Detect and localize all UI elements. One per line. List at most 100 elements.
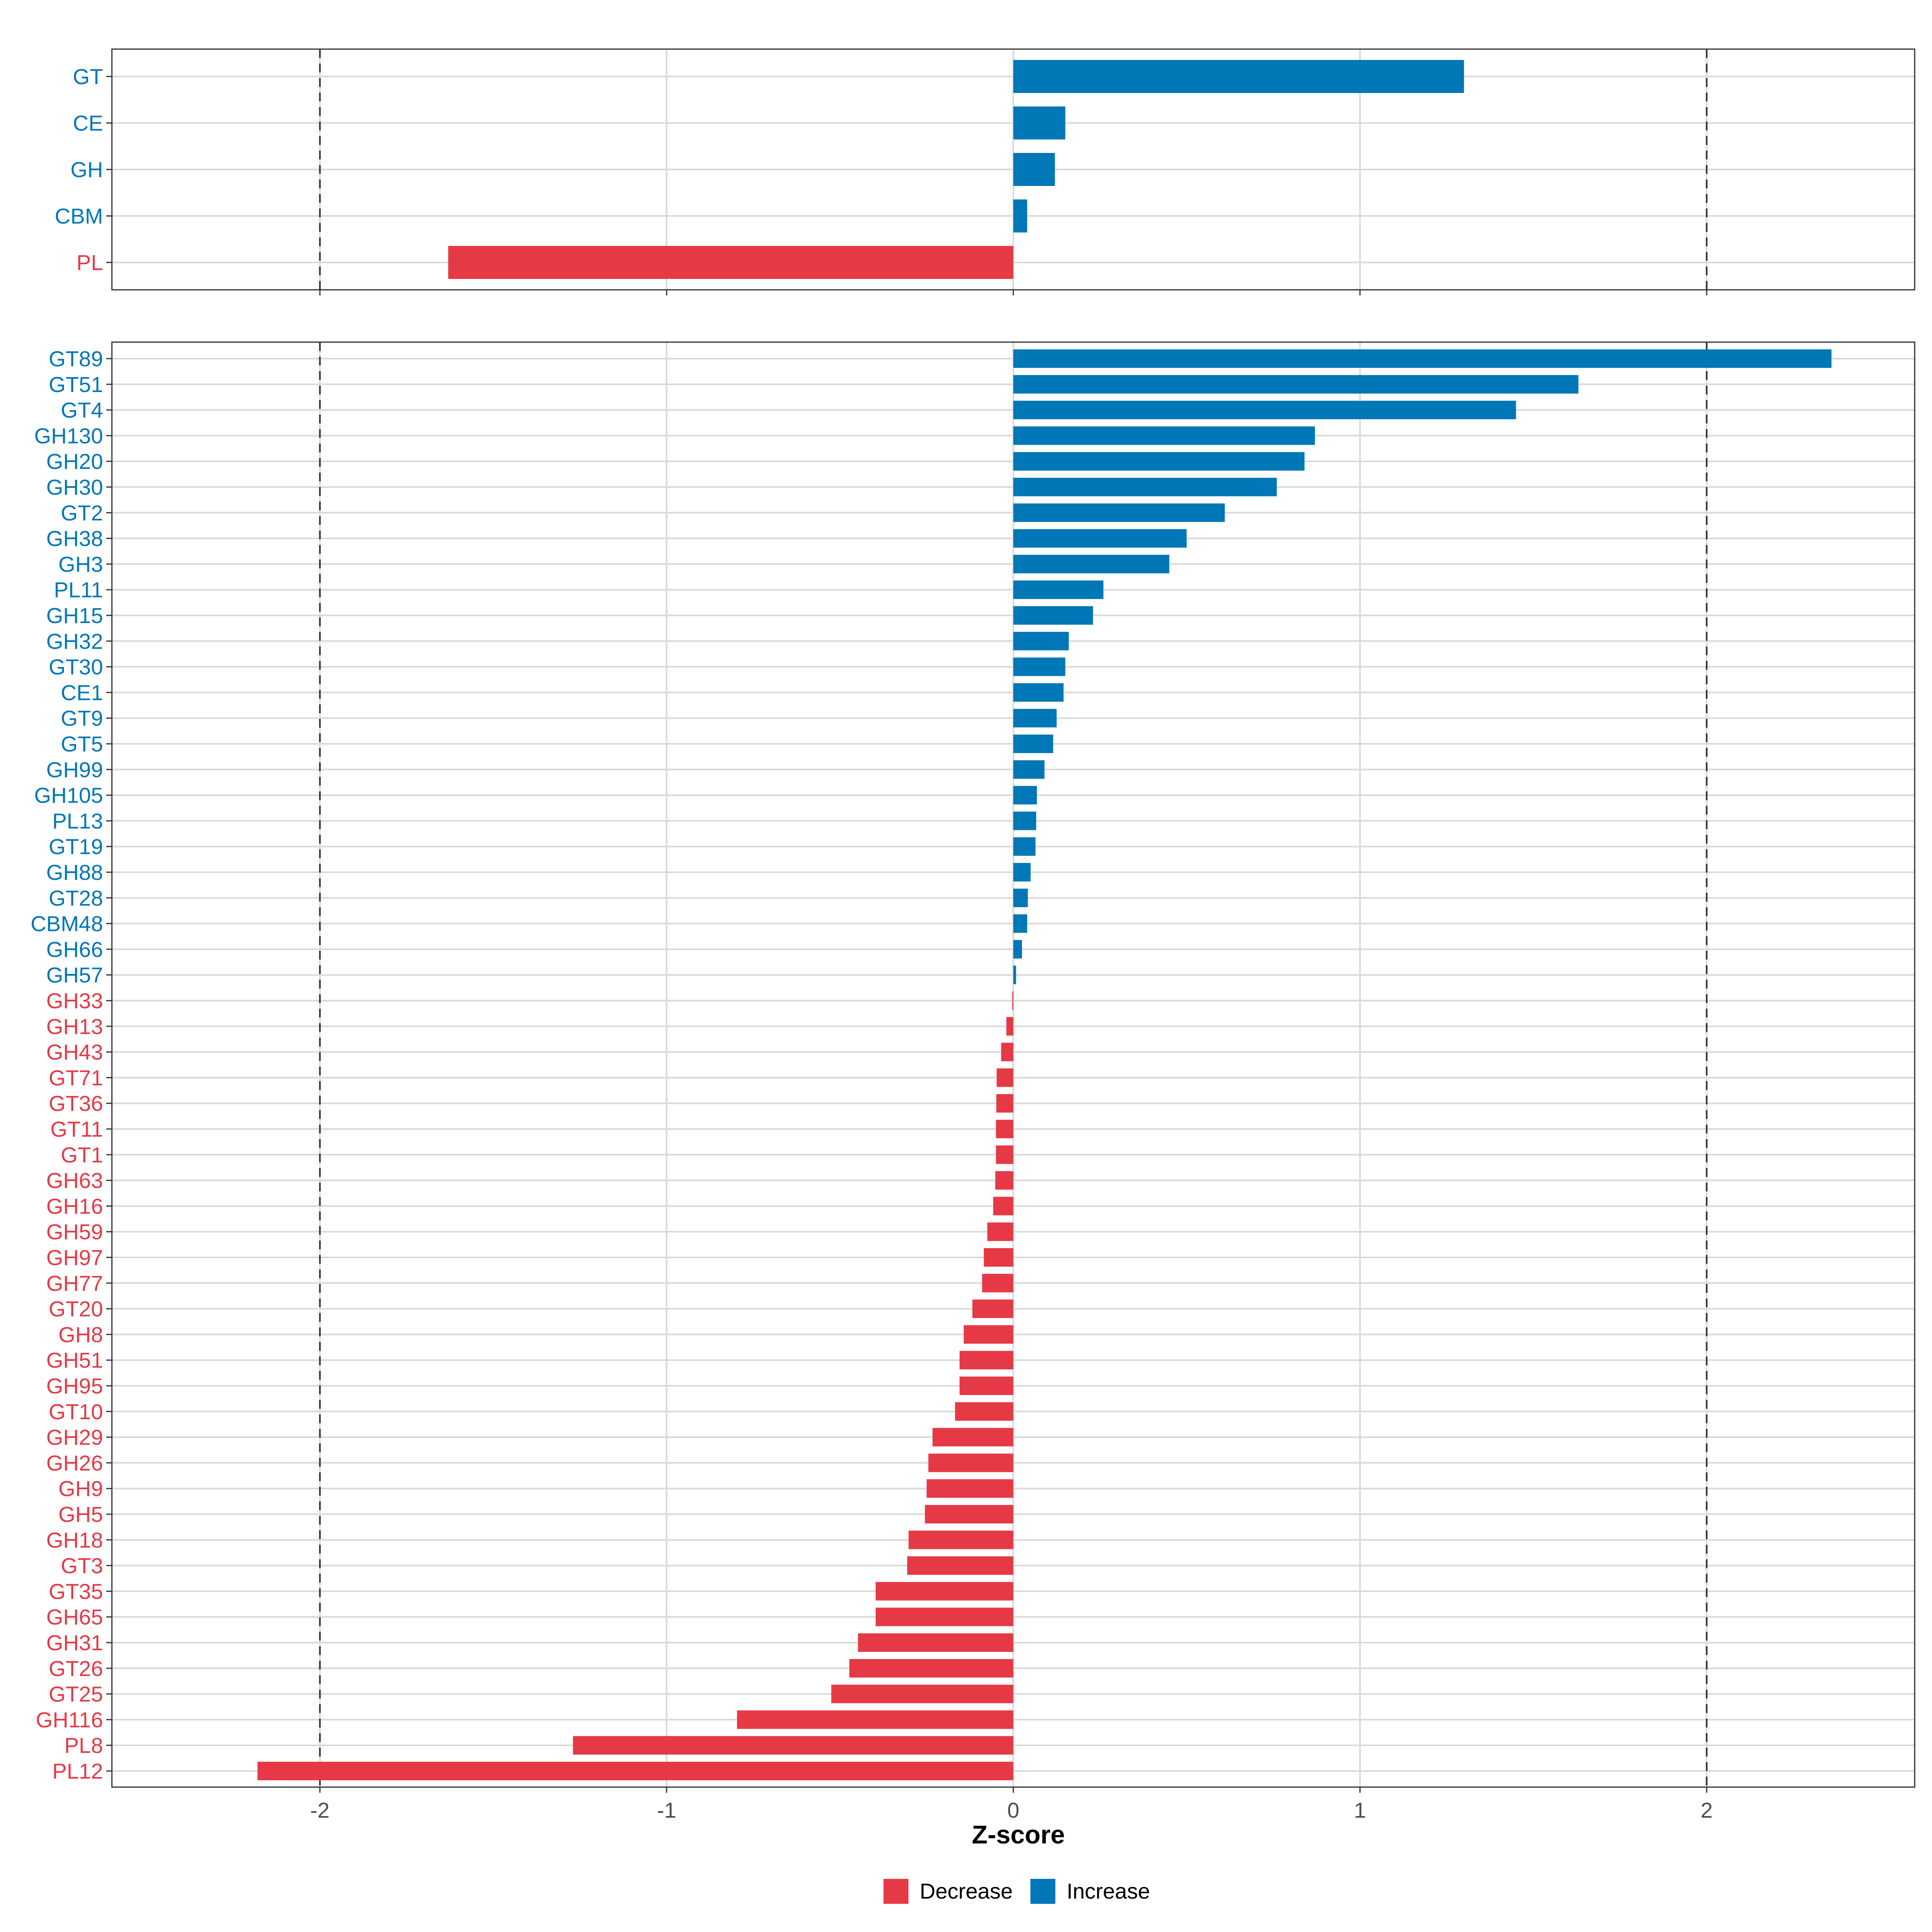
bar-pl: [448, 246, 1013, 279]
legend-label-decrease: Decrease: [920, 1879, 1013, 1903]
category-label-gh33: GH33: [46, 989, 103, 1013]
category-label-gt11: GT11: [50, 1117, 103, 1141]
category-label-gh18: GH18: [46, 1528, 103, 1552]
top-panel-reference-lines: [319, 49, 1708, 290]
category-label-gh105: GH105: [34, 784, 103, 808]
bar-gt36: [996, 1094, 1013, 1113]
bar-ce: [1013, 106, 1065, 140]
bar-gh15: [1013, 606, 1093, 625]
category-label-gt89: GT89: [49, 347, 103, 371]
category-label-gh97: GH97: [46, 1246, 103, 1270]
bar-gt20: [972, 1299, 1013, 1318]
bar-pl11: [1013, 580, 1104, 599]
category-label-gh20: GH20: [46, 450, 103, 474]
x-tick-label: 0: [1007, 1798, 1019, 1823]
bar-gt2: [1013, 503, 1225, 522]
category-label-gh66: GH66: [46, 937, 103, 962]
category-label-pl11: PL11: [54, 578, 103, 602]
category-label-gh51: GH51: [46, 1348, 103, 1373]
x-axis-tick-labels: -2 -1 0 1 2: [310, 1798, 1713, 1823]
bar-gh51: [959, 1351, 1013, 1370]
bar-gt1: [996, 1145, 1013, 1164]
bar-gh63: [995, 1171, 1013, 1190]
bar-gh29: [932, 1428, 1013, 1447]
category-label-gh13: GH13: [46, 1015, 103, 1039]
bottom-panel-x-ticks: [106, 358, 1707, 1793]
category-label-cbm: CBM: [55, 204, 103, 229]
bar-gh77: [982, 1274, 1013, 1292]
bar-gh66: [1013, 940, 1022, 959]
legend: Decrease Increase: [883, 1879, 1150, 1904]
bar-gt5: [1013, 735, 1053, 753]
bar-gh18: [908, 1530, 1013, 1549]
x-tick-label: -2: [310, 1798, 330, 1823]
category-label-gt5: GT5: [61, 732, 103, 756]
top-panel: GT CE GH CBM PL: [55, 48, 1915, 295]
category-label-gt20: GT20: [49, 1297, 103, 1321]
category-label-gh99: GH99: [46, 758, 103, 782]
bar-gh95: [959, 1377, 1013, 1395]
bottom-panel-reference-lines: [319, 342, 1708, 1787]
bar-gh5: [925, 1505, 1013, 1523]
bar-gh16: [993, 1197, 1013, 1216]
bar-gh13: [1006, 1017, 1013, 1036]
category-label-gh30: GH30: [46, 475, 103, 500]
category-label-gh29: GH29: [46, 1426, 103, 1450]
bar-gh30: [1013, 478, 1277, 496]
category-label-gt35: GT35: [49, 1579, 103, 1604]
bottom-panel-category-labels: GT89GT51GT4GH130GH20GH30GT2GH38GH3PL11GH…: [31, 347, 103, 1783]
category-label-gh116: GH116: [36, 1708, 103, 1732]
bar-gh31: [858, 1633, 1013, 1652]
bar-gt28: [1013, 888, 1028, 907]
category-label-gt30: GT30: [49, 655, 103, 679]
bar-gh9: [927, 1479, 1013, 1498]
x-axis-title: Z-score: [972, 1820, 1065, 1849]
category-label-gh43: GH43: [46, 1040, 103, 1065]
category-label-gt10: GT10: [49, 1400, 103, 1424]
bar-pl12: [257, 1762, 1013, 1780]
bar-ce1: [1013, 683, 1064, 702]
bar-gt: [1013, 60, 1464, 93]
category-label-gt71: GT71: [49, 1066, 103, 1090]
category-label-gh26: GH26: [46, 1451, 103, 1475]
category-label-gt25: GT25: [49, 1682, 103, 1707]
category-label-gh63: GH63: [46, 1169, 103, 1193]
category-label-gt26: GT26: [49, 1657, 103, 1681]
category-label-gh31: GH31: [46, 1631, 103, 1655]
bar-gt9: [1013, 709, 1057, 728]
bar-gt51: [1013, 375, 1579, 394]
bar-gt11: [996, 1120, 1013, 1138]
bar-gh43: [1001, 1042, 1013, 1061]
bar-gt26: [849, 1659, 1013, 1678]
bar-gh130: [1013, 426, 1315, 445]
bar-gh88: [1013, 863, 1031, 881]
bottom-panel-border: [111, 341, 1915, 1788]
bar-gh26: [928, 1453, 1013, 1472]
bar-gh: [1013, 153, 1055, 186]
category-label-gh77: GH77: [46, 1271, 103, 1296]
bar-gt10: [955, 1402, 1013, 1421]
legend-swatch-increase: [1030, 1879, 1055, 1904]
bar-cbm: [1013, 199, 1027, 233]
category-label-gh95: GH95: [46, 1374, 103, 1398]
top-panel-border: [111, 48, 1915, 291]
bar-gh8: [964, 1325, 1013, 1344]
category-label-gh88: GH88: [46, 861, 103, 885]
top-panel-bars: [448, 60, 1464, 279]
bar-pl8: [573, 1736, 1013, 1755]
category-label-gt19: GT19: [49, 835, 103, 859]
category-label-gt51: GT51: [49, 373, 103, 397]
bar-gh65: [875, 1608, 1013, 1627]
top-panel-category-labels: GT CE GH CBM PL: [55, 65, 103, 275]
category-label-gh57: GH57: [46, 963, 103, 987]
bar-gh59: [987, 1222, 1013, 1241]
category-label-ce1: CE1: [61, 681, 103, 705]
bar-gt25: [831, 1684, 1013, 1703]
bar-gt30: [1013, 657, 1065, 676]
category-label-pl: PL: [76, 251, 103, 275]
bar-gh99: [1013, 760, 1045, 779]
bar-gh20: [1013, 452, 1305, 471]
category-label-gt36: GT36: [49, 1092, 103, 1116]
category-label-gt4: GT4: [61, 398, 103, 423]
